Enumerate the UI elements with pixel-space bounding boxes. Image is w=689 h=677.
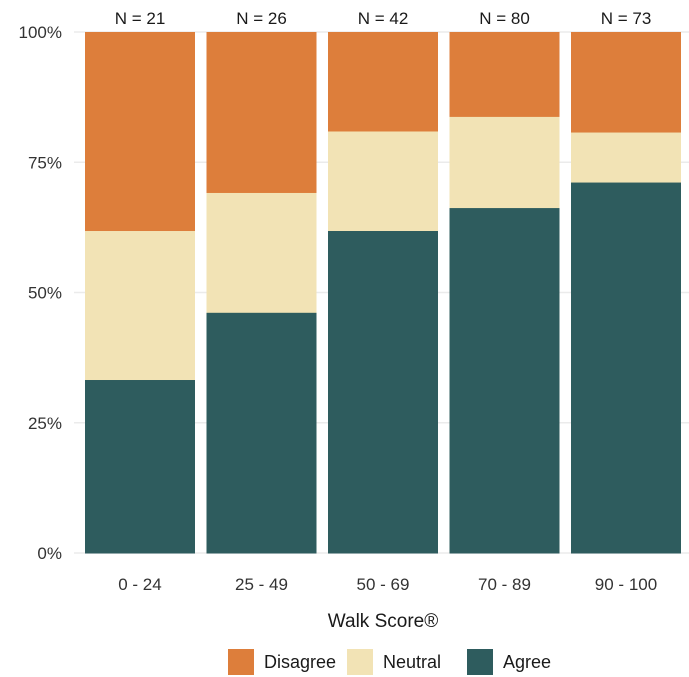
bar-segment-neutral [571, 132, 681, 183]
bar-segment-agree [449, 207, 560, 554]
x-tick-label: 70 - 89 [478, 575, 531, 594]
legend-label-disagree: Disagree [264, 652, 336, 672]
x-axis-title: Walk Score® [328, 611, 438, 632]
bar-segment-neutral [85, 230, 195, 381]
legend-swatch-disagree [228, 649, 254, 675]
bar-segment-agree [85, 379, 195, 554]
x-tick-label: 0 - 24 [118, 575, 161, 594]
n-label: N = 21 [115, 9, 166, 28]
legend-swatch-agree [467, 649, 493, 675]
bar-segment-disagree [571, 32, 681, 133]
n-label: N = 73 [601, 9, 652, 28]
x-tick-label: 90 - 100 [595, 575, 657, 594]
y-axis-ticks: 0% 25% 50% 75% 100% [19, 23, 62, 563]
x-axis-ticks: 0 - 24 25 - 49 50 - 69 70 - 89 90 - 100 [118, 575, 657, 594]
bar-segment-agree [328, 230, 438, 554]
x-tick-label: 25 - 49 [235, 575, 288, 594]
bar-segment-disagree [206, 32, 317, 193]
y-tick-label: 0% [37, 544, 62, 563]
legend-swatch-neutral [347, 649, 373, 675]
bar-segment-neutral [206, 192, 317, 313]
bars [85, 32, 681, 554]
bar-segment-disagree [449, 32, 560, 117]
n-labels: N = 21 N = 26 N = 42 N = 80 N = 73 [115, 9, 652, 28]
n-label: N = 42 [358, 9, 409, 28]
bar-segment-agree [206, 312, 317, 554]
bar-segment-disagree [328, 32, 438, 132]
bar-segment-agree [571, 182, 681, 554]
bar-segment-neutral [328, 130, 438, 232]
bar-segment-neutral [449, 116, 560, 209]
y-tick-label: 25% [28, 414, 62, 433]
n-label: N = 80 [479, 9, 530, 28]
y-tick-label: 100% [19, 23, 62, 42]
x-tick-label: 50 - 69 [357, 575, 410, 594]
y-tick-label: 50% [28, 284, 62, 303]
legend-label-neutral: Neutral [383, 652, 441, 672]
n-label: N = 26 [236, 9, 287, 28]
legend: Disagree Neutral Agree [228, 649, 551, 675]
y-tick-label: 75% [28, 153, 62, 172]
legend-label-agree: Agree [503, 652, 551, 672]
bar-segment-disagree [85, 32, 195, 232]
